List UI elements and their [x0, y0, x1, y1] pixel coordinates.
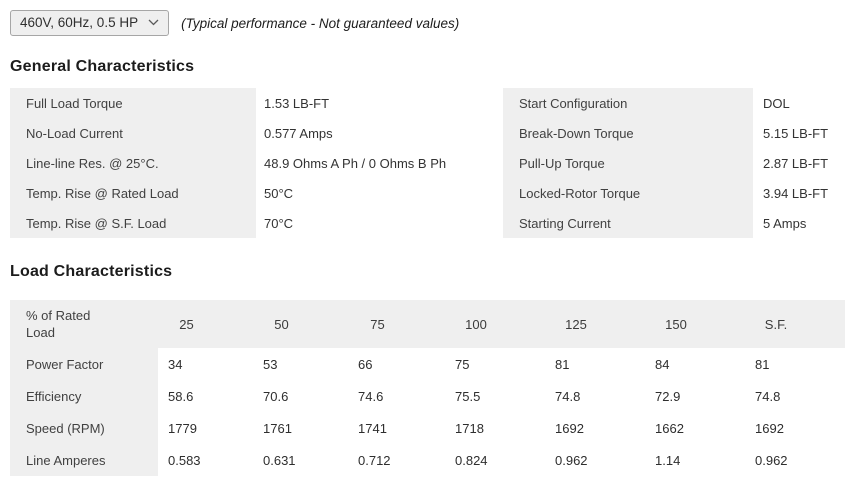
load-column-header: S.F. [745, 300, 845, 348]
spec-value: DOL [763, 95, 790, 111]
load-column-header: 125 [545, 300, 645, 348]
load-row-label: Speed (RPM) [10, 412, 158, 444]
load-characteristics-table: % of Rated Load 25 50 75 100 125 150 S.F… [10, 300, 846, 476]
load-value: 74.8 [555, 388, 581, 404]
load-value: 1662 [655, 420, 684, 436]
load-value: 53 [263, 356, 278, 372]
spec-label: Pull-Up Torque [503, 148, 753, 178]
spec-value: 2.87 LB-FT [763, 155, 829, 171]
load-value: 1.14 [655, 452, 681, 468]
load-value: 84 [655, 356, 670, 372]
load-value: 74.6 [358, 388, 384, 404]
general-table-left: Full Load Torque 1.53 LB-FT No-Load Curr… [10, 88, 447, 238]
rating-selector-value: 460V, 60Hz, 0.5 HP [20, 15, 139, 30]
load-value: 72.9 [655, 388, 681, 404]
load-row-label: Power Factor [10, 348, 158, 380]
load-value: 0.962 [555, 452, 588, 468]
load-value: 1692 [555, 420, 584, 436]
general-table-right: Start Configuration DOL Break-Down Torqu… [503, 88, 836, 238]
load-value: 81 [755, 356, 770, 372]
spec-value: 5.15 LB-FT [763, 125, 829, 141]
spec-label: Starting Current [503, 208, 753, 238]
spec-value: 5 Amps [763, 215, 807, 231]
spec-label: Break-Down Torque [503, 118, 753, 148]
spec-value: 70°C [264, 215, 294, 231]
load-value: 0.583 [168, 452, 201, 468]
load-value: 1692 [755, 420, 784, 436]
load-row-label: Efficiency [10, 380, 158, 412]
general-characteristics-tables: Full Load Torque 1.53 LB-FT No-Load Curr… [10, 88, 836, 238]
load-row-label: Line Amperes [10, 444, 158, 476]
load-column-header: 75 [348, 300, 445, 348]
spec-value: 50°C [264, 185, 294, 201]
motor-spec-page: 460V, 60Hz, 0.5 HP (Typical performance … [10, 9, 846, 476]
spec-label: Locked-Rotor Torque [503, 178, 753, 208]
spec-label: Full Load Torque [10, 88, 256, 118]
spec-label: Temp. Rise @ S.F. Load [10, 208, 256, 238]
load-value: 0.631 [263, 452, 296, 468]
load-column-header: 100 [445, 300, 545, 348]
rating-selector[interactable]: 460V, 60Hz, 0.5 HP [10, 10, 170, 36]
spec-label: Temp. Rise @ Rated Load [10, 178, 256, 208]
spec-label: Line-line Res. @ 25°C. [10, 148, 256, 178]
load-value: 0.712 [358, 452, 391, 468]
load-value: 34 [168, 356, 183, 372]
load-value: 1741 [358, 420, 387, 436]
load-value: 58.6 [168, 388, 194, 404]
load-value: 70.6 [263, 388, 289, 404]
load-value: 1718 [455, 420, 484, 436]
performance-disclaimer: (Typical performance - Not guaranteed va… [181, 15, 460, 31]
spec-value: 48.9 Ohms A Ph / 0 Ohms B Ph [264, 155, 447, 171]
chevron-down-icon [148, 19, 159, 26]
load-value: 75 [455, 356, 470, 372]
spec-value: 3.94 LB-FT [763, 185, 829, 201]
header-row: 460V, 60Hz, 0.5 HP (Typical performance … [10, 9, 836, 37]
load-value: 0.962 [755, 452, 788, 468]
spec-value: 0.577 Amps [264, 125, 333, 141]
spec-label: Start Configuration [503, 88, 753, 118]
spec-label: No-Load Current [10, 118, 256, 148]
spec-value: 1.53 LB-FT [264, 95, 330, 111]
load-column-header: 150 [645, 300, 745, 348]
load-value: 66 [358, 356, 373, 372]
load-value: 1761 [263, 420, 292, 436]
load-column-header: 25 [158, 300, 253, 348]
load-characteristics-title: Load Characteristics [10, 263, 173, 280]
general-characteristics-title: General Characteristics [10, 58, 195, 75]
load-value: 1779 [168, 420, 197, 436]
load-header-label: % of Rated Load [10, 300, 158, 348]
load-value: 74.8 [755, 388, 781, 404]
load-value: 0.824 [455, 452, 488, 468]
load-column-header: 50 [253, 300, 348, 348]
load-value: 81 [555, 356, 570, 372]
load-value: 75.5 [455, 388, 481, 404]
